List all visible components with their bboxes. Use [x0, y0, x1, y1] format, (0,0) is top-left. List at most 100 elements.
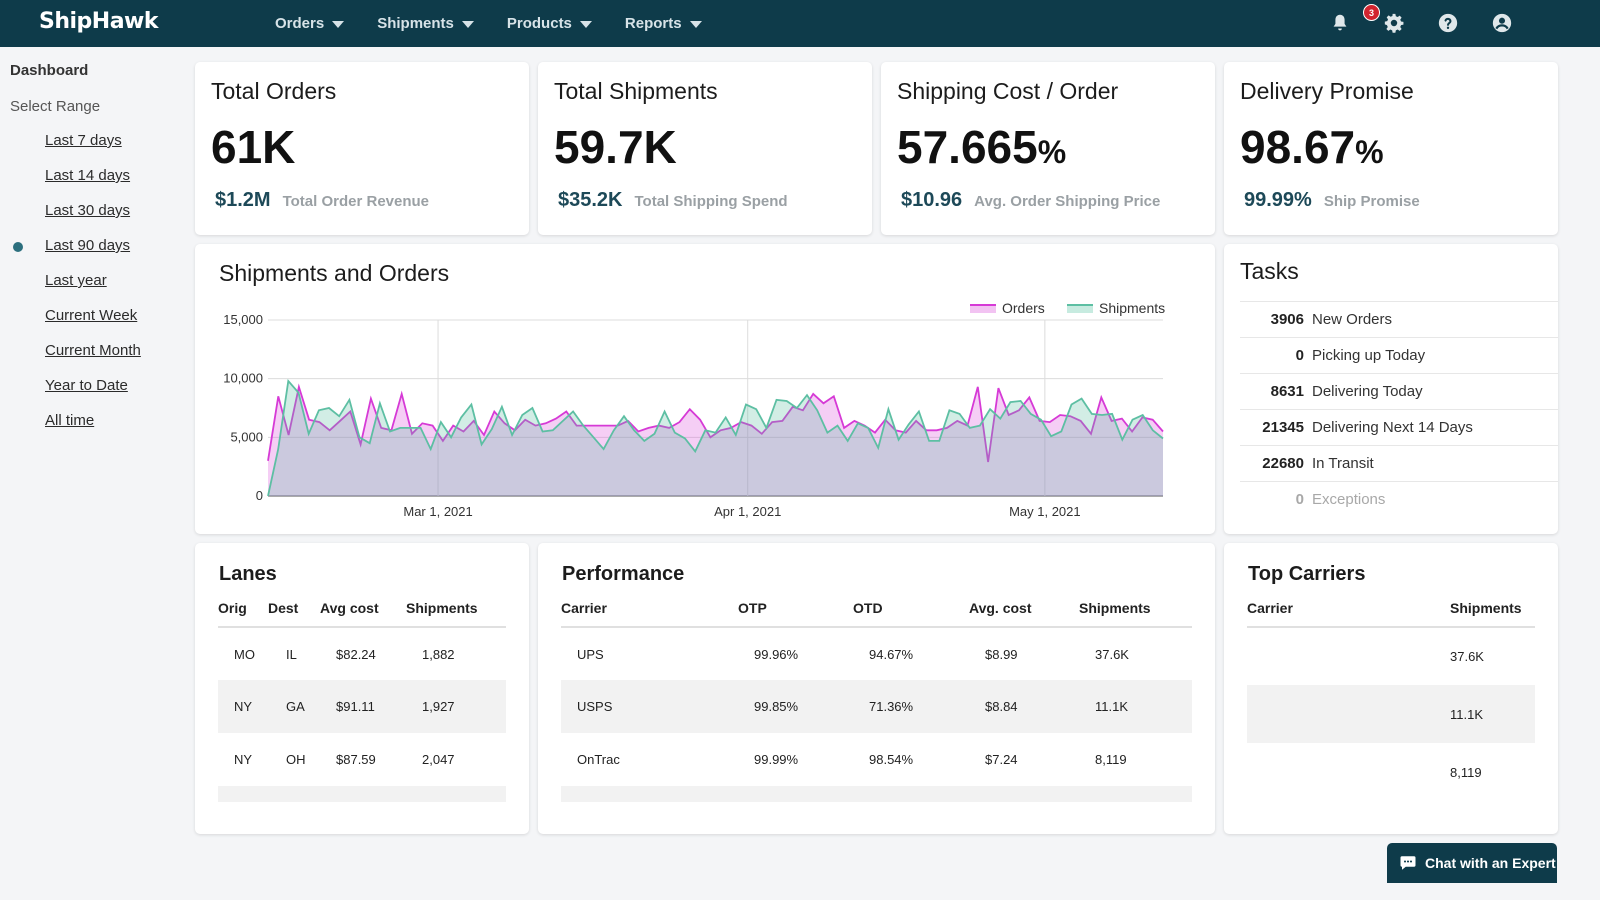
- table-row[interactable]: 11.1K: [1247, 685, 1535, 743]
- task-label: Delivering Next 14 Days: [1312, 419, 1473, 436]
- table-header-row: Carrier OTP OTD Avg. cost Shipments: [561, 589, 1192, 628]
- kpi-sub: $10.96 Avg. Order Shipping Price: [901, 189, 1160, 212]
- col-shipments[interactable]: Shipments: [1079, 589, 1192, 628]
- cell-orig: NY: [234, 752, 253, 767]
- table-row[interactable]: USPS 99.85% 71.36% $8.84 11.1K: [561, 680, 1192, 733]
- task-count: 3906: [1270, 311, 1304, 328]
- table-row[interactable]: NY OH $87.59 2,047: [218, 733, 506, 786]
- kpi-number: 98.67: [1240, 121, 1356, 173]
- area-chart: 15,000 10,000 5,000 0 Mar 1, 2021 Apr 1, 2021…: [223, 312, 1164, 519]
- kpi-sub: 99.99% Ship Promise: [1244, 189, 1420, 212]
- user-icon[interactable]: [1491, 12, 1513, 34]
- legend-orders[interactable]: Orders: [970, 300, 1045, 316]
- task-count: 21345: [1262, 419, 1304, 436]
- range-current-month[interactable]: Current Month: [45, 342, 141, 359]
- col-shipments[interactable]: Shipments: [406, 589, 506, 628]
- kpi-card-shipping-cost: Shipping Cost / Order 57.665% $10.96 Avg.…: [881, 62, 1215, 235]
- y-tick-label: 0: [256, 488, 263, 503]
- gear-icon[interactable]: [1383, 12, 1405, 34]
- table-row[interactable]: OnTrac 99.99% 98.54% $7.24 8,119: [561, 733, 1192, 786]
- col-avg-cost[interactable]: Avg cost: [320, 589, 406, 628]
- cell-shipments: 2,047: [422, 752, 455, 767]
- task-row-new-orders[interactable]: 3906 New Orders: [1240, 301, 1558, 337]
- cell-shipments: 1,927: [406, 680, 506, 733]
- range-year-to-date[interactable]: Year to Date: [45, 377, 128, 394]
- nav-reports-label: Reports: [624, 15, 682, 32]
- shiphawk-logo[interactable]: ShipHawk: [39, 9, 159, 34]
- range-last-30-days[interactable]: Last 30 days: [45, 202, 131, 219]
- col-carrier[interactable]: Carrier: [561, 589, 738, 628]
- col-otd[interactable]: OTD: [853, 589, 969, 628]
- kpi-value: 57.665%: [897, 120, 1066, 174]
- chat-with-expert-button[interactable]: Chat with an Expert: [1387, 843, 1557, 883]
- task-row-in-transit[interactable]: 22680 In Transit: [1240, 445, 1558, 481]
- table-footer-cell: [561, 786, 1192, 802]
- cell-dest: GA: [268, 680, 320, 733]
- chat-label: Chat with an Expert: [1425, 855, 1556, 871]
- cell-avg-cost: $7.24: [985, 752, 1018, 767]
- cell-avg-cost: $8.84: [969, 680, 1079, 733]
- nav-reports[interactable]: Reports: [625, 15, 702, 32]
- range-last-year[interactable]: Last year: [45, 272, 107, 289]
- kpi-unit: %: [1355, 134, 1384, 170]
- shipments-orders-chart-card: Shipments and Orders Orders Shipments 15…: [195, 244, 1215, 534]
- bell-icon[interactable]: [1329, 12, 1351, 34]
- kpi-card-total-orders: Total Orders 61K $1.2M Total Order Revenu…: [195, 62, 529, 235]
- nav-shipments[interactable]: Shipments: [377, 15, 474, 32]
- range-last-7-days[interactable]: Last 7 days: [45, 132, 122, 149]
- table-row[interactable]: 8,119: [1247, 743, 1535, 801]
- kpi-sub-value: $10.96: [901, 189, 963, 211]
- legend-shipments[interactable]: Shipments: [1067, 300, 1165, 316]
- task-label: Picking up Today: [1312, 347, 1426, 364]
- chat-bubble-icon: [1400, 856, 1416, 870]
- performance-card: Performance Carrier OTP OTD Avg. cost Sh…: [538, 543, 1215, 834]
- table-row[interactable]: MO IL $82.24 1,882: [218, 627, 506, 680]
- nav-orders[interactable]: Orders: [275, 15, 345, 32]
- x-tick-label: May 1, 2021: [1009, 504, 1081, 519]
- range-last-90-days[interactable]: Last 90 days: [45, 237, 131, 254]
- table-row[interactable]: UPS 99.96% 94.67% $8.99 37.6K: [561, 627, 1192, 680]
- col-dest[interactable]: Dest: [268, 589, 320, 628]
- range-item: Current Month: [10, 342, 180, 377]
- task-row-picking-up[interactable]: 0 Picking up Today: [1240, 337, 1558, 373]
- top-carriers-table: Carrier Shipments 37.6K 11.1K 8,119: [1247, 589, 1535, 801]
- task-row-delivering-14-days[interactable]: 21345 Delivering Next 14 Days: [1240, 409, 1558, 445]
- range-item: Last 7 days: [10, 132, 180, 167]
- table-row[interactable]: 37.6K: [1247, 627, 1535, 685]
- chevron-down-icon: [332, 21, 345, 28]
- range-current-week[interactable]: Current Week: [45, 307, 138, 324]
- series-area-orders: [268, 386, 1163, 496]
- nav-shipments-label: Shipments: [377, 15, 454, 32]
- col-carrier[interactable]: Carrier: [1247, 589, 1450, 628]
- task-label: New Orders: [1312, 311, 1393, 328]
- col-otp[interactable]: OTP: [738, 589, 853, 628]
- cell-otd: 98.54%: [869, 752, 914, 767]
- task-row-delivering-today[interactable]: 8631 Delivering Today: [1240, 373, 1558, 409]
- table-row[interactable]: NY GA $91.11 1,927: [218, 680, 506, 733]
- help-icon[interactable]: [1437, 12, 1459, 34]
- cell-otp: 99.96%: [754, 646, 799, 662]
- series-line-shipments: [267, 378, 1164, 497]
- table-footer-cell: [218, 786, 506, 802]
- range-last-14-days[interactable]: Last 14 days: [45, 167, 131, 184]
- tasks-title: Tasks: [1240, 258, 1299, 284]
- y-tick-label: 5,000: [230, 429, 263, 444]
- col-avg-cost[interactable]: Avg. cost: [969, 589, 1079, 628]
- x-tick-label: Mar 1, 2021: [403, 504, 472, 519]
- lanes-table: Orig Dest Avg cost Shipments MO IL $82.2…: [218, 589, 506, 802]
- cell-carrier: [1247, 685, 1450, 743]
- col-orig[interactable]: Orig: [218, 589, 268, 628]
- notification-badge: 3: [1363, 4, 1380, 21]
- kpi-sub: $1.2M Total Order Revenue: [215, 189, 429, 212]
- col-shipments[interactable]: Shipments: [1450, 589, 1535, 628]
- kpi-sub-label: Total Order Revenue: [282, 193, 430, 210]
- task-row-exceptions[interactable]: 0 Exceptions: [1240, 481, 1558, 517]
- tasks-card: Tasks 3906 New Orders 0 Picking up Today 8…: [1224, 244, 1558, 534]
- top-carriers-card: Top Carriers Carrier Shipments 37.6K 11.…: [1224, 543, 1558, 834]
- task-count: 0: [1295, 347, 1304, 364]
- nav-products-label: Products: [506, 15, 572, 32]
- range-all-time[interactable]: All time: [45, 412, 95, 429]
- nav-products[interactable]: Products: [507, 15, 592, 32]
- kpi-sub-value: $35.2K: [558, 189, 623, 211]
- task-count: 0: [1295, 491, 1304, 508]
